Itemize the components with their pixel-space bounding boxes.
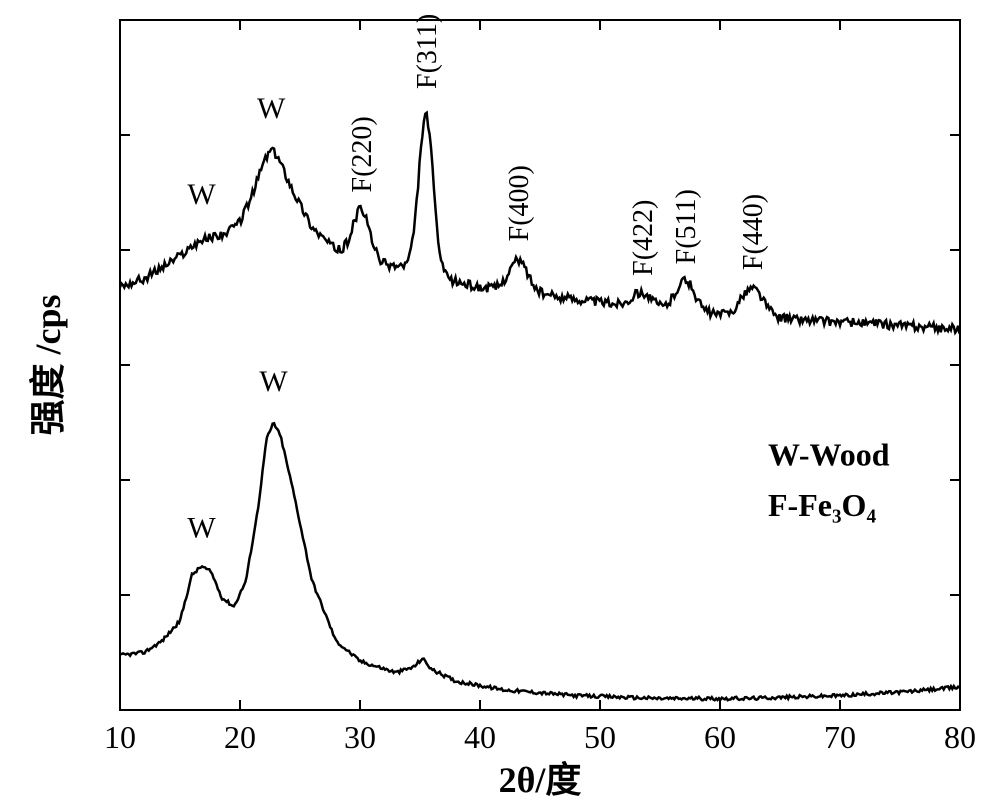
svg-text:60: 60 — [704, 719, 736, 755]
peak-label: F(400) — [504, 165, 535, 241]
peak-label: W — [259, 365, 288, 398]
svg-text:2θ/度: 2θ/度 — [499, 760, 582, 800]
peak-label: F(440) — [738, 194, 769, 270]
trace-fe3o4-wood — [120, 113, 960, 334]
peak-label: F(311) — [412, 14, 443, 89]
svg-text:50: 50 — [584, 719, 616, 755]
peak-label: F(220) — [347, 116, 378, 192]
svg-text:30: 30 — [344, 719, 376, 755]
legend-entry: F-Fe₃O₄ — [768, 487, 876, 523]
svg-text:40: 40 — [464, 719, 496, 755]
peak-label: F(511) — [671, 189, 702, 264]
svg-text:70: 70 — [824, 719, 856, 755]
chart-svg: 10 20 30 40 50 60 70 80 2θ/度 强度 /cps W W F(220) F(311… — [0, 0, 1000, 808]
svg-text:20: 20 — [224, 719, 256, 755]
svg-text:80: 80 — [944, 719, 976, 755]
legend-entry: W-Wood — [768, 437, 890, 473]
peak-label: F(422) — [628, 200, 659, 276]
svg-text:10: 10 — [104, 719, 136, 755]
peak-label: W — [187, 512, 216, 545]
svg-text:强度 /cps: 强度 /cps — [28, 294, 68, 435]
peak-label: W — [257, 92, 286, 125]
peak-label: W — [187, 178, 216, 211]
xrd-chart: 10 20 30 40 50 60 70 80 2θ/度 强度 /cps W W F(220) F(311… — [0, 0, 1000, 808]
